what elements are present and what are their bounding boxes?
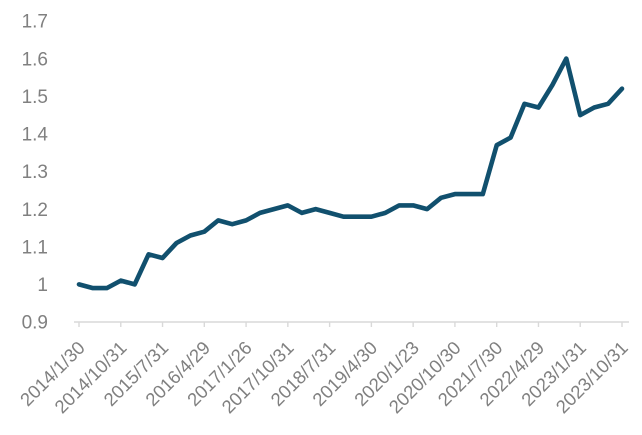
y-axis-tick-label: 1.6 <box>22 49 48 70</box>
y-axis-tick-label: 1.5 <box>22 87 48 108</box>
y-axis-tick-label: 1 <box>37 275 48 296</box>
y-axis-tick-label: 1.2 <box>22 200 48 221</box>
y-axis-tick-label: 0.9 <box>22 313 48 334</box>
y-axis-tick-label: 1.7 <box>22 12 48 33</box>
data-series-line <box>76 56 625 291</box>
y-axis-tick-label: 1.3 <box>22 162 48 183</box>
y-axis-tick-label: 1.1 <box>22 237 48 258</box>
y-axis-tick-label: 1.4 <box>22 125 49 146</box>
